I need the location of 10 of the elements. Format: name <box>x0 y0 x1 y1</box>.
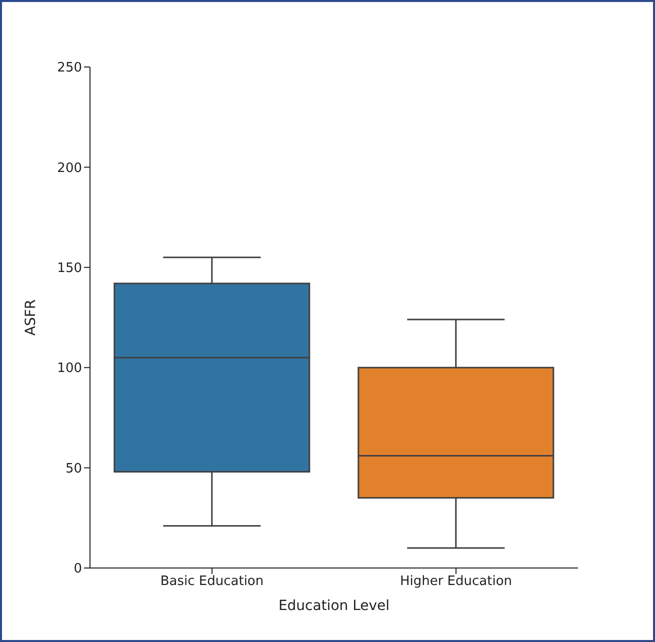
y-tick-label: 50 <box>65 461 82 476</box>
y-tick-label: 100 <box>57 361 82 376</box>
y-axis-title: ASFR <box>22 299 39 336</box>
y-tick-label: 250 <box>57 60 82 76</box>
x-axis-title: Education Level <box>278 598 390 614</box>
y-tick-label: 150 <box>57 261 82 276</box>
y-tick-label: 200 <box>57 160 82 176</box>
x-tick-label: Basic Education <box>160 574 264 590</box>
y-tick-label: 0 <box>74 562 82 577</box>
x-tick-label: Higher Education <box>400 574 512 590</box>
